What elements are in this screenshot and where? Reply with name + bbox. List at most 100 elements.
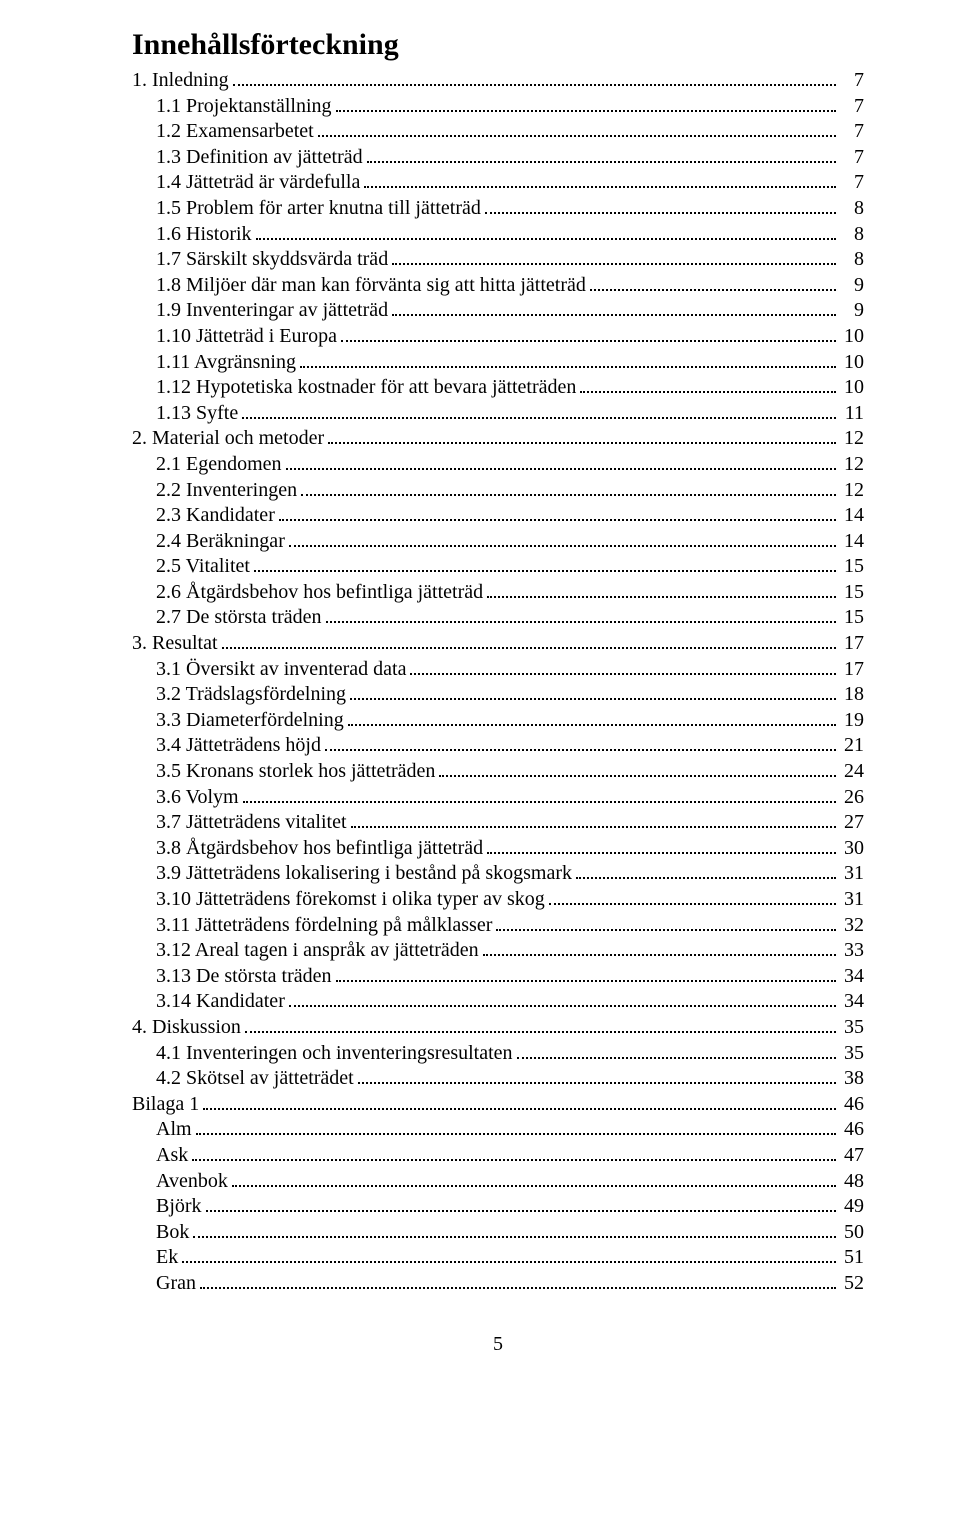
toc-entry-page: 21 <box>840 733 864 759</box>
toc-entry-label: 3. Resultat <box>132 631 218 657</box>
toc-leader-dots <box>243 790 836 803</box>
toc-entry: 3.11 Jätteträdens fördelning på målklass… <box>132 913 864 939</box>
toc-entry: 3.13 De största träden34 <box>132 964 864 990</box>
toc-entry: 1.12 Hypotetiska kostnader för att bevar… <box>132 375 864 401</box>
toc-leader-dots <box>336 969 836 982</box>
toc-entry-label: Ek <box>156 1245 178 1271</box>
toc-leader-dots <box>279 508 836 521</box>
toc-entry: 2.1 Egendomen12 <box>132 452 864 478</box>
toc-leader-dots <box>576 866 836 879</box>
toc-entry: Ask47 <box>132 1143 864 1169</box>
toc-entry: 1.5 Problem för arter knutna till jättet… <box>132 196 864 222</box>
toc-entry-page: 17 <box>840 631 864 657</box>
toc-leader-dots <box>517 1046 836 1059</box>
toc-entry-page: 10 <box>840 350 864 376</box>
toc-entry: 3.9 Jätteträdens lokalisering i bestånd … <box>132 861 864 887</box>
page-number: 5 <box>132 1333 864 1356</box>
toc-entry-page: 51 <box>840 1245 864 1271</box>
toc-entry-page: 47 <box>840 1143 864 1169</box>
toc-entry: 2.4 Beräkningar14 <box>132 529 864 555</box>
toc-entry-page: 10 <box>840 324 864 350</box>
toc-entry-label: 1.4 Jätteträd är värdefulla <box>156 170 360 196</box>
toc-entry-page: 7 <box>840 94 864 120</box>
toc-entry-label: Björk <box>156 1194 202 1220</box>
toc-leader-dots <box>350 687 836 700</box>
toc-leader-dots <box>222 636 836 649</box>
toc-entry-label: 1.1 Projektanställning <box>156 94 332 120</box>
toc-entry: 4.2 Skötsel av jätteträdet38 <box>132 1066 864 1092</box>
toc-entry-page: 12 <box>840 478 864 504</box>
toc-entry: 3.14 Kandidater34 <box>132 989 864 1015</box>
toc-entry-page: 49 <box>840 1194 864 1220</box>
toc-entry: 3.1 Översikt av inventerad data 17 <box>132 657 864 683</box>
toc-entry-label: 1.5 Problem för arter knutna till jättet… <box>156 196 481 222</box>
toc-entry-page: 32 <box>840 913 864 939</box>
toc-entry-page: 7 <box>840 145 864 171</box>
toc-entry-label: 3.5 Kronans storlek hos jätteträden <box>156 759 435 785</box>
toc-leader-dots <box>196 1122 836 1135</box>
toc-entry-label: 1.12 Hypotetiska kostnader för att bevar… <box>156 375 576 401</box>
toc-entry-page: 12 <box>840 452 864 478</box>
toc-entry-label: Avenbok <box>156 1169 228 1195</box>
toc-entry-page: 9 <box>840 298 864 324</box>
toc-entry: Avenbok 48 <box>132 1169 864 1195</box>
toc-entry-page: 38 <box>840 1066 864 1092</box>
toc-leader-dots <box>392 303 836 316</box>
toc-leader-dots <box>487 585 836 598</box>
toc-entry: 3.10 Jätteträdens förekomst i olika type… <box>132 887 864 913</box>
toc-entry-page: 17 <box>840 657 864 683</box>
toc-entry: 1.7 Särskilt skyddsvärda träd8 <box>132 247 864 273</box>
toc-leader-dots <box>193 1225 836 1238</box>
toc-entry-label: 3.8 Åtgärdsbehov hos befintliga jätteträ… <box>156 836 483 862</box>
toc-entry: Bilaga 146 <box>132 1092 864 1118</box>
toc-entry: 1.3 Definition av jätteträd7 <box>132 145 864 171</box>
toc-entry: 3.6 Volym26 <box>132 785 864 811</box>
toc-entry-label: 4. Diskussion <box>132 1015 241 1041</box>
toc-entry-label: Bok <box>156 1220 189 1246</box>
toc-entry-page: 12 <box>840 426 864 452</box>
toc-leader-dots <box>206 1199 836 1212</box>
toc-leader-dots <box>483 943 836 956</box>
toc-leader-dots <box>549 892 836 905</box>
toc-entry: 2.2 Inventeringen12 <box>132 478 864 504</box>
toc-entry-label: 3.6 Volym <box>156 785 239 811</box>
toc-leader-dots <box>336 99 836 112</box>
toc-leader-dots <box>348 713 836 726</box>
toc-entry: Björk 49 <box>132 1194 864 1220</box>
toc-entry-page: 15 <box>840 605 864 631</box>
toc-leader-dots <box>289 994 836 1007</box>
toc-leader-dots <box>256 227 836 240</box>
toc-leader-dots <box>392 252 836 265</box>
toc-entry-page: 46 <box>840 1092 864 1118</box>
toc-entry-page: 10 <box>840 375 864 401</box>
toc-entry-page: 27 <box>840 810 864 836</box>
toc-entry-page: 11 <box>840 401 864 427</box>
toc-leader-dots <box>364 175 836 188</box>
toc-leader-dots <box>233 73 836 86</box>
toc-entry-page: 14 <box>840 503 864 529</box>
toc-leader-dots <box>300 355 836 368</box>
toc-entry-label: 4.1 Inventeringen och inventeringsresult… <box>156 1041 513 1067</box>
toc-entry: 2.5 Vitalitet15 <box>132 554 864 580</box>
toc-entry: 3.4 Jätteträdens höjd21 <box>132 733 864 759</box>
toc-entry-label: 3.1 Översikt av inventerad data <box>156 657 406 683</box>
toc-entry-page: 48 <box>840 1169 864 1195</box>
toc-entry: Gran52 <box>132 1271 864 1297</box>
toc-leader-dots <box>325 738 836 751</box>
toc-entry-label: 3.11 Jätteträdens fördelning på målklass… <box>156 913 492 939</box>
toc-entry-label: 1.7 Särskilt skyddsvärda träd <box>156 247 388 273</box>
toc-entry-label: 3.12 Areal tagen i anspråk av jätteträde… <box>156 938 479 964</box>
toc-entry: 1.1 Projektanställning 7 <box>132 94 864 120</box>
toc-leader-dots <box>439 764 836 777</box>
toc-entry-page: 14 <box>840 529 864 555</box>
toc-leader-dots <box>242 406 836 419</box>
toc-leader-dots <box>192 1148 836 1161</box>
toc-leader-dots <box>245 1020 836 1033</box>
toc-entry-page: 7 <box>840 170 864 196</box>
toc-entry: 1.8 Miljöer där man kan förvänta sig att… <box>132 273 864 299</box>
toc-entry-label: 3.13 De största träden <box>156 964 332 990</box>
toc-entry: 2. Material och metoder12 <box>132 426 864 452</box>
toc-entry-label: 3.2 Trädslagsfördelning <box>156 682 346 708</box>
toc-leader-dots <box>341 329 836 342</box>
toc-entry-label: Alm <box>156 1117 192 1143</box>
